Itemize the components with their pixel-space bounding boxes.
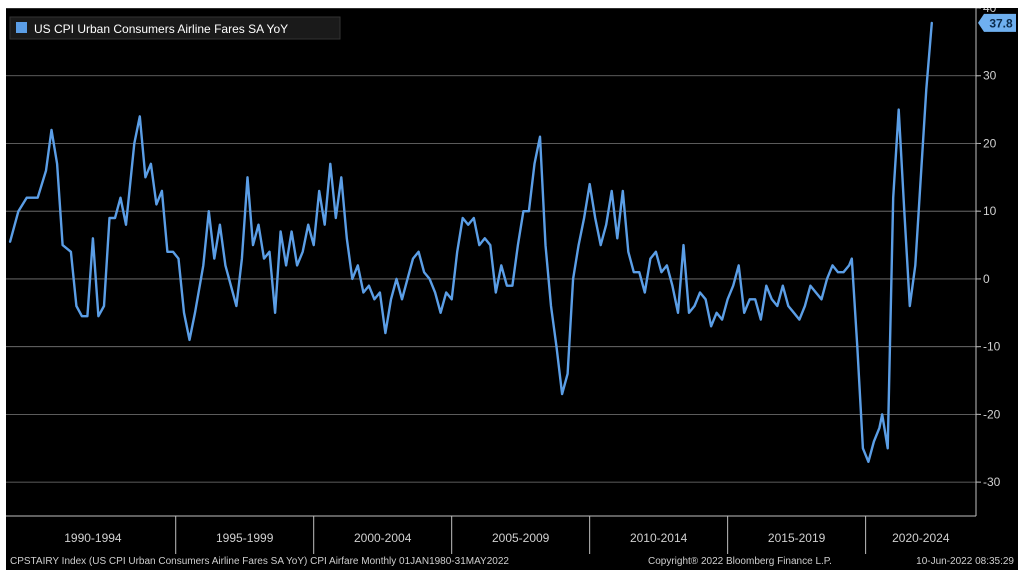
y-tick-label: 0 bbox=[983, 272, 990, 286]
last-value-label: 37.8 bbox=[978, 13, 1016, 32]
footer-source: CPSTAIRY Index (US CPI Urban Consumers A… bbox=[10, 556, 509, 567]
period-label: 2015-2019 bbox=[768, 531, 826, 545]
series-line bbox=[8, 21, 933, 463]
y-tick-label: 10 bbox=[983, 204, 997, 218]
y-tick-label: -10 bbox=[983, 340, 1001, 354]
period-label: 1995-1999 bbox=[216, 531, 274, 545]
footer-timestamp: 10-Jun-2022 08:35:29 bbox=[916, 556, 1014, 567]
y-tick-label: -20 bbox=[983, 407, 1001, 421]
legend-box bbox=[9, 16, 341, 40]
grid-lines bbox=[6, 8, 976, 483]
axes: -30 -20 -10 0 10 20 30 40 1990-1994 1995-1999 2000… bbox=[6, 8, 1016, 554]
footer-copyright: Copyright® 2022 Bloomberg Finance L.P. bbox=[648, 556, 832, 567]
last-value-text: 37.8 bbox=[989, 16, 1013, 30]
legend-swatch bbox=[16, 22, 27, 33]
y-tick-label: 40 bbox=[983, 8, 997, 15]
y-tick-label: -30 bbox=[983, 475, 1001, 489]
chart-footer: CPSTAIRY Index (US CPI Urban Consumers A… bbox=[10, 556, 1014, 567]
period-label: 2010-2014 bbox=[630, 531, 688, 545]
line-chart: -30 -20 -10 0 10 20 30 40 1990-1994 1995-1999 2000… bbox=[6, 8, 1016, 567]
y-tick-label: 20 bbox=[983, 136, 997, 150]
period-label: 2020-2024 bbox=[892, 531, 950, 545]
legend[interactable]: US CPI Urban Consumers Airline Fares SA … bbox=[9, 16, 341, 40]
period-label: 2000-2004 bbox=[354, 531, 412, 545]
y-tick-label: 30 bbox=[983, 69, 997, 83]
series-layer bbox=[8, 21, 933, 463]
chart-frame: -30 -20 -10 0 10 20 30 40 1990-1994 1995-1999 2000… bbox=[6, 8, 1018, 570]
last-value-badge bbox=[978, 13, 1016, 32]
legend-label: US CPI Urban Consumers Airline Fares SA … bbox=[34, 22, 288, 36]
period-label: 2005-2009 bbox=[492, 531, 550, 545]
period-label: 1990-1994 bbox=[64, 531, 122, 545]
